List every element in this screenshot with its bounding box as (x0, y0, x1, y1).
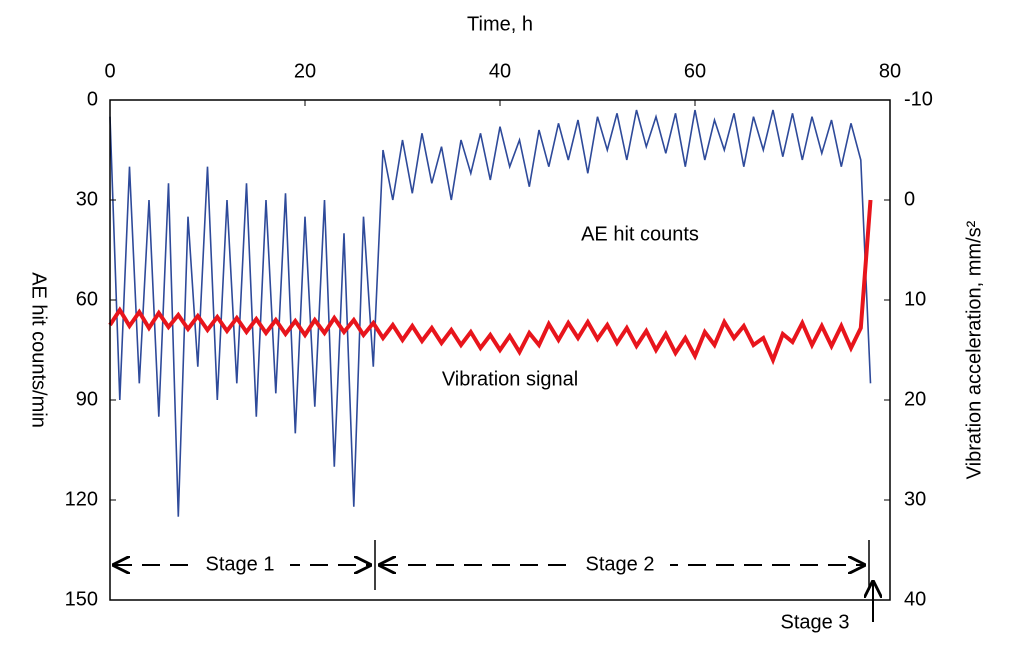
label-bg (570, 552, 670, 578)
x-tick-label: 40 (489, 60, 511, 82)
x-axis-title: Time, h (467, 13, 533, 35)
x-tick-label: 0 (104, 60, 115, 82)
y2-tick-label: 30 (904, 488, 926, 510)
plot-area (108, 109, 873, 517)
stage-annotations (114, 540, 873, 622)
y2-axis-title: Vibration acceleration, mm/s² (963, 220, 985, 479)
y-axis-title: AE hit counts/min (28, 272, 50, 428)
x-tick-label: 20 (294, 60, 316, 82)
data-line (109, 109, 872, 517)
y2-tick-label: 0 (904, 188, 915, 210)
y-tick-label: 150 (65, 588, 98, 610)
stage-label: Stage 3 (781, 611, 850, 633)
x-tick-label: 60 (684, 60, 706, 82)
x-tick-label: 80 (879, 60, 901, 82)
y-tick-label: 0 (87, 88, 98, 110)
y-tick-label: 60 (76, 288, 98, 310)
y-tick-label: 90 (76, 388, 98, 410)
y2-tick-label: -10 (904, 88, 933, 110)
label-bg (190, 552, 290, 578)
y-tick-label: 120 (65, 488, 98, 510)
data-line (108, 199, 873, 366)
y2-tick-label: 10 (904, 288, 926, 310)
y-tick-label: 30 (76, 188, 98, 210)
series-label: Vibration signal (442, 368, 578, 390)
stage-label: Stage 2 (586, 553, 655, 575)
series-label: AE hit counts (581, 223, 699, 245)
y2-tick-label: 40 (904, 588, 926, 610)
y2-tick-label: 20 (904, 388, 926, 410)
stage-label: Stage 1 (206, 553, 275, 575)
